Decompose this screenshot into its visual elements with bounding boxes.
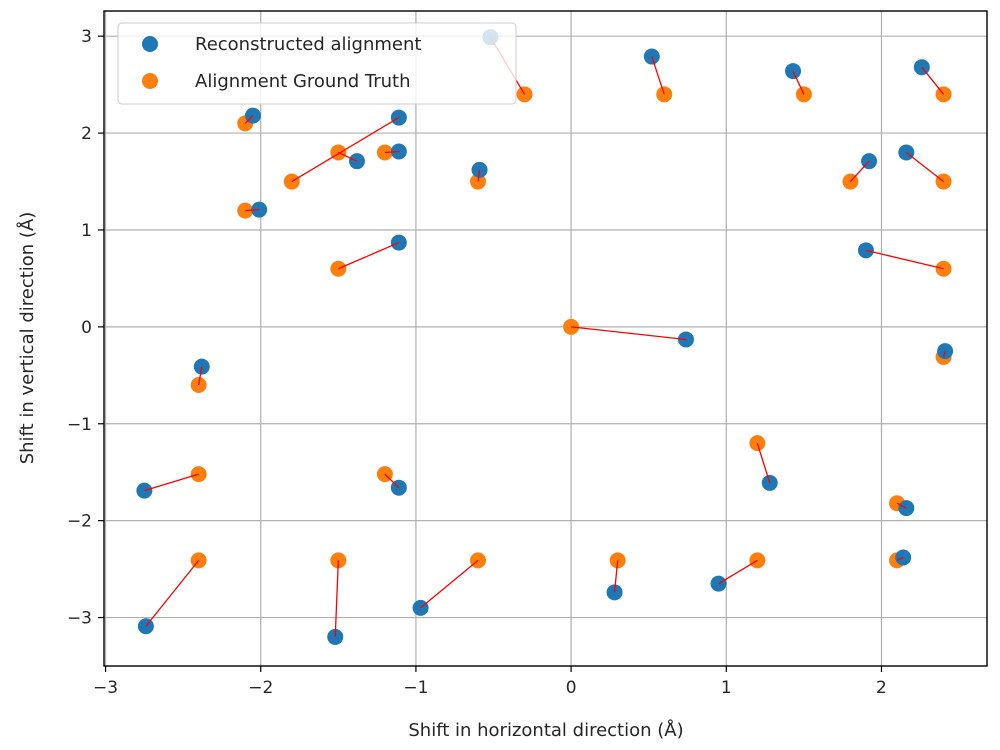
connector-line	[338, 241, 400, 270]
y-tick-label: −1	[67, 415, 92, 435]
plot-frame	[103, 10, 988, 667]
x-tick-label: −3	[93, 678, 118, 698]
connector-line	[792, 70, 805, 95]
connector-line	[144, 473, 199, 492]
connector-line	[338, 151, 358, 162]
y-tick-label: 0	[81, 318, 92, 338]
connector-line	[896, 556, 904, 561]
connector-line	[613, 560, 619, 593]
x-tick-label: 1	[721, 678, 732, 698]
connector-line	[384, 150, 399, 154]
connector-line	[420, 559, 479, 609]
connector-line	[477, 169, 481, 182]
connector-line	[718, 559, 758, 585]
connector-line	[896, 502, 907, 509]
connector-line	[756, 442, 771, 484]
connector-line	[145, 559, 200, 627]
connector-line	[849, 160, 870, 182]
legend-label-reconstructed: Reconstructed alignment	[195, 34, 421, 55]
x-tick-label: 0	[566, 678, 577, 698]
y-tick-label: 3	[81, 27, 92, 47]
x-tick-label: 2	[876, 678, 887, 698]
connector-line	[571, 326, 687, 341]
connector-line	[865, 249, 944, 270]
connector-line	[905, 151, 944, 183]
legend-box	[117, 22, 517, 105]
x-tick-label: −2	[248, 678, 273, 698]
grid-lines	[104, 11, 987, 666]
y-tick-label: −2	[67, 512, 92, 532]
y-tick-label: −3	[67, 609, 92, 629]
connector-line	[291, 117, 400, 183]
reconstructed-point	[857, 242, 874, 259]
connector-line	[651, 56, 665, 95]
y-axis-ticks: −3 −2 −1 0 1 2 3	[67, 27, 104, 629]
connector-line	[198, 366, 203, 386]
connector-line	[384, 473, 400, 489]
x-tick-label: −1	[403, 678, 428, 698]
connector-line	[921, 66, 945, 95]
connector-line	[334, 560, 339, 637]
y-axis-label: Shift in vertical direction (Å)	[16, 212, 38, 465]
legend: Reconstructed alignment Alignment Ground…	[117, 22, 517, 105]
y-tick-label: 1	[81, 221, 92, 241]
legend-label-ground-truth: Alignment Ground Truth	[195, 71, 411, 92]
connector-lines	[144, 36, 946, 637]
reconstructed-points	[136, 29, 954, 645]
connector-line	[244, 115, 254, 124]
connector-line	[245, 208, 260, 212]
connector-line	[942, 350, 946, 358]
x-axis-label: Shift in horizontal direction (Å)	[408, 719, 683, 741]
y-tick-label: 2	[81, 124, 92, 144]
legend-marker-reconstructed	[142, 36, 158, 52]
x-axis-ticks: −3 −2 −1 0 1 2	[93, 666, 887, 698]
legend-marker-ground-truth	[142, 73, 158, 89]
